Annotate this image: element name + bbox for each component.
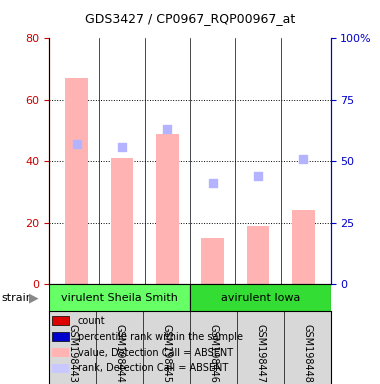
Point [119,144,125,150]
Text: percentile rank within the sample: percentile rank within the sample [78,332,242,342]
Bar [52,332,69,341]
FancyBboxPatch shape [190,284,331,311]
Bar [52,364,69,372]
Point [255,173,261,179]
Point [164,126,170,132]
Text: value, Detection Call = ABSENT: value, Detection Call = ABSENT [78,348,233,358]
Text: avirulent Iowa: avirulent Iowa [221,293,300,303]
Text: strain: strain [2,293,34,303]
Bar [247,226,269,284]
Bar [52,316,69,325]
Text: GSM198443: GSM198443 [68,324,78,382]
Text: GSM198447: GSM198447 [255,324,265,383]
Text: ▶: ▶ [29,291,39,304]
Text: GSM198446: GSM198446 [209,324,218,382]
Bar [156,134,179,284]
Text: count: count [78,316,105,326]
Text: GSM198445: GSM198445 [162,324,171,383]
Text: GSM198444: GSM198444 [115,324,125,382]
Text: GDS3427 / CP0967_RQP00967_at: GDS3427 / CP0967_RQP00967_at [85,12,295,25]
Text: rank, Detection Call = ABSENT: rank, Detection Call = ABSENT [78,364,228,374]
Bar [111,158,133,284]
Text: virulent Sheila Smith: virulent Sheila Smith [61,293,178,303]
Point [300,156,306,162]
Bar [201,238,224,284]
FancyBboxPatch shape [49,284,190,311]
Bar [65,78,88,284]
Bar [292,210,315,284]
Bar [52,348,69,357]
Point [74,141,80,147]
Text: GSM198448: GSM198448 [302,324,312,382]
Point [210,180,216,187]
